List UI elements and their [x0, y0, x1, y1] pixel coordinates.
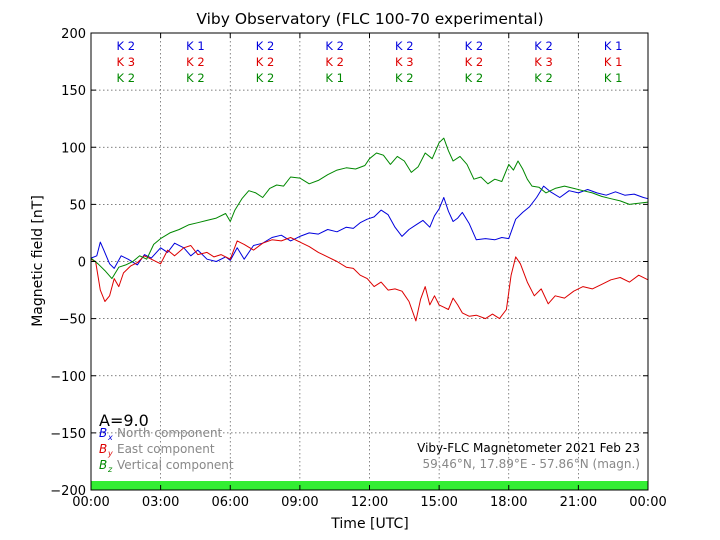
k-index-label: K 2	[395, 71, 414, 85]
legend-subscript: z	[107, 465, 113, 474]
chart-title: Viby Observatory (FLC 100-70 experimenta…	[196, 10, 543, 28]
k-index-label: K 3	[117, 55, 136, 69]
legend-label: North component	[117, 426, 223, 440]
legend-label: East component	[117, 442, 215, 456]
legend-subscript: y	[107, 449, 113, 458]
k-index-label: K 2	[117, 39, 136, 53]
k-index-label: K 2	[465, 55, 484, 69]
series-line-y	[90, 237, 649, 322]
y-tick-label: 0	[78, 256, 86, 271]
x-axis-label: Time [UTC]	[330, 516, 408, 532]
x-tick-label: 21:00	[560, 495, 597, 510]
k-index-label: K 2	[186, 71, 205, 85]
series-line-x	[90, 185, 649, 269]
x-tick-label: 00:00	[629, 495, 666, 510]
legend-symbol: B	[99, 426, 107, 440]
y-tick-label: 150	[61, 84, 86, 99]
y-tick-label: −150	[50, 427, 86, 442]
k-index-label: K 1	[186, 39, 205, 53]
coords-label: 59.46°N, 17.89°E - 57.86°N (magn.)	[423, 457, 640, 471]
grid	[91, 33, 648, 490]
k-index-label: K 2	[186, 55, 205, 69]
k-index-label: K 3	[534, 55, 553, 69]
k-index-label: K 2	[325, 39, 344, 53]
k-index-label: K 1	[604, 55, 623, 69]
legend-label: Vertical component	[117, 458, 234, 472]
y-tick-label: −50	[59, 313, 86, 328]
k-index-label: K 2	[256, 39, 275, 53]
k-index-table: K 2 K 1 K 2 K 2 K 2 K 2 K 2 K 1 K 3 K 2 K 2 K 2 K 3 K…	[117, 39, 623, 85]
k-index-label: K 2	[465, 71, 484, 85]
legend-subscript: x	[107, 433, 113, 442]
k-index-label: K 2	[465, 39, 484, 53]
k-index-label: K 1	[604, 39, 623, 53]
k-index-label: K 2	[325, 55, 344, 69]
x-tick-label: 15:00	[420, 495, 457, 510]
y-tick-label: 200	[61, 27, 86, 42]
x-tick-label: 06:00	[212, 495, 249, 510]
k-index-label: K 1	[325, 71, 344, 85]
k-index-label: K 3	[395, 55, 414, 69]
k-index-label: K 2	[117, 71, 136, 85]
k-index-label: K 2	[534, 71, 553, 85]
k-index-label: K 2	[256, 71, 275, 85]
k-index-label: K 1	[604, 71, 623, 85]
series-lines	[90, 137, 649, 322]
k-index-label: K 2	[395, 39, 414, 53]
x-tick-label: 09:00	[281, 495, 318, 510]
y-axis-label: Magnetic field [nT]	[30, 195, 46, 327]
y-tick-label: −100	[50, 370, 86, 385]
legend-symbol: B	[99, 442, 107, 456]
k-index-label: K 2	[256, 55, 275, 69]
k-index-label: K 2	[534, 39, 553, 53]
x-tick-label: 03:00	[142, 495, 179, 510]
a-index-label: A=9.0	[99, 411, 149, 430]
y-tick-label: 50	[69, 198, 86, 213]
x-tick-label: 18:00	[490, 495, 527, 510]
station-label: Viby-FLC Magnetometer 2021 Feb 23	[417, 441, 640, 455]
axis-ticks: 00:00 03:00 06:00 09:00 12:00 15:00 18:00 21:00…	[50, 27, 666, 510]
y-tick-label: 100	[61, 141, 86, 156]
x-tick-label: 00:00	[72, 495, 109, 510]
y-tick-label: −200	[50, 484, 86, 499]
series-line-z	[90, 137, 649, 280]
x-tick-label: 12:00	[351, 495, 388, 510]
legend-symbol: B	[99, 458, 107, 472]
